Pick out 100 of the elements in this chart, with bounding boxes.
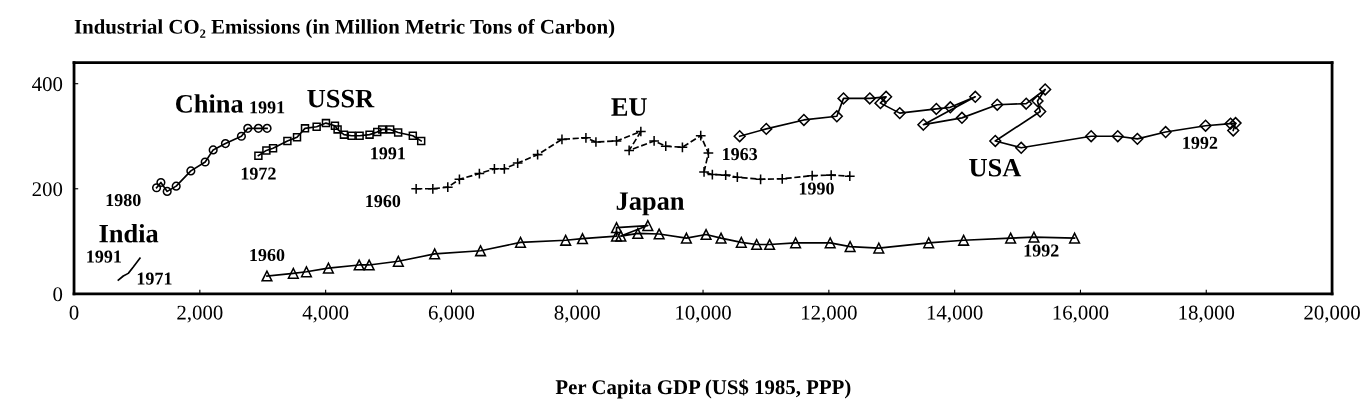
point	[1005, 232, 1017, 244]
point	[339, 130, 349, 139]
point	[955, 111, 969, 125]
annotation: 1990	[799, 182, 834, 195]
point	[365, 130, 374, 139]
point	[1224, 117, 1237, 130]
point	[322, 262, 335, 274]
point	[676, 141, 689, 153]
point	[863, 92, 876, 105]
annotation: 1991	[87, 250, 121, 263]
point	[474, 245, 487, 257]
point	[615, 230, 627, 242]
series-label: USSR	[307, 89, 375, 108]
point	[1199, 119, 1212, 132]
point	[333, 125, 342, 134]
point	[1020, 97, 1033, 110]
point	[1229, 116, 1242, 130]
point	[408, 131, 418, 140]
y-tick-label: 0	[53, 287, 63, 302]
point	[1159, 125, 1172, 139]
point	[1227, 124, 1240, 137]
x-tick-label: 2,000	[177, 305, 223, 323]
point	[473, 167, 485, 180]
point	[944, 101, 957, 114]
point	[531, 148, 544, 161]
point	[156, 177, 166, 188]
point	[1131, 132, 1144, 146]
point	[208, 145, 218, 155]
point	[706, 168, 718, 181]
series-label: India	[99, 223, 159, 243]
point	[632, 227, 644, 240]
point	[873, 242, 885, 254]
point	[797, 113, 811, 127]
point	[283, 136, 292, 146]
x-tick-label: 12,000	[802, 305, 857, 323]
point	[372, 127, 382, 137]
annotation: 1992	[1024, 244, 1059, 257]
point	[1084, 130, 1098, 143]
x-tick-label: 6,000	[428, 305, 475, 323]
point	[253, 123, 263, 133]
point	[262, 146, 271, 155]
x-tick-label: 4,000	[302, 305, 349, 323]
point	[789, 237, 802, 249]
point	[392, 255, 404, 267]
point	[917, 118, 930, 131]
point	[347, 131, 356, 140]
point	[733, 130, 746, 143]
point	[844, 240, 856, 253]
series-label: China	[176, 94, 244, 113]
x-tick-label: 10,000	[676, 305, 731, 323]
x-tick-label: 20,000	[1304, 305, 1360, 323]
point	[837, 92, 850, 105]
annotation: 1972	[241, 167, 276, 180]
annotation: 1991	[250, 101, 285, 114]
point	[958, 234, 970, 246]
point	[312, 122, 321, 132]
point	[1068, 232, 1081, 244]
point	[610, 222, 623, 234]
annotation: 1963	[723, 148, 758, 161]
point	[715, 232, 727, 244]
point	[824, 237, 836, 249]
point	[355, 131, 364, 140]
point	[453, 173, 466, 185]
point	[1031, 94, 1044, 108]
point	[1015, 141, 1028, 154]
point	[1028, 231, 1040, 243]
point	[923, 237, 935, 249]
point	[243, 123, 253, 133]
point	[186, 166, 196, 176]
point	[514, 236, 527, 248]
point	[363, 259, 375, 271]
series-label: Japan	[616, 192, 685, 216]
point	[162, 186, 172, 196]
x-tick-label: 8,000	[554, 305, 600, 323]
y-tick-label: 200	[32, 182, 63, 197]
point	[830, 110, 844, 123]
point	[969, 90, 982, 103]
point	[377, 125, 387, 134]
point	[991, 98, 1004, 111]
point	[254, 151, 263, 160]
point	[751, 238, 763, 251]
point	[321, 118, 331, 128]
annotation: 1980	[106, 193, 141, 207]
x-tick-label: 18,000	[1179, 305, 1235, 323]
point	[393, 128, 403, 137]
point	[262, 123, 272, 133]
point	[735, 236, 747, 248]
x-tick-label: 16,000	[1053, 305, 1109, 323]
point	[653, 228, 665, 240]
point	[763, 238, 776, 251]
point	[287, 267, 299, 279]
series-label: EU	[611, 98, 647, 116]
point	[680, 232, 693, 244]
point	[429, 248, 441, 260]
point	[261, 270, 273, 282]
point	[200, 157, 210, 167]
point	[700, 228, 712, 241]
point	[1111, 130, 1124, 143]
annotation: 1971	[137, 272, 172, 285]
point	[874, 96, 887, 110]
